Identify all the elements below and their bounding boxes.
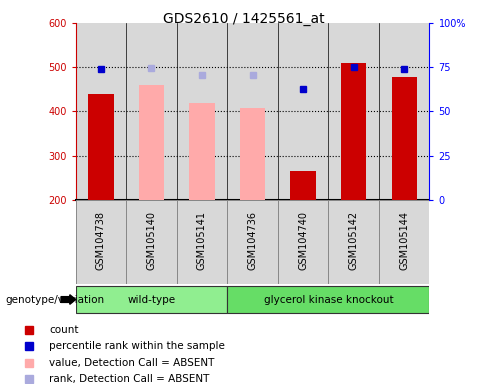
Text: GSM104736: GSM104736 xyxy=(247,211,258,270)
Text: GSM105142: GSM105142 xyxy=(348,211,359,270)
Bar xyxy=(278,23,328,200)
Text: GSM104738: GSM104738 xyxy=(96,211,106,270)
Bar xyxy=(379,23,429,200)
Bar xyxy=(177,200,227,284)
Bar xyxy=(341,63,366,200)
Bar xyxy=(88,94,114,200)
Bar xyxy=(278,200,328,284)
Text: GDS2610 / 1425561_at: GDS2610 / 1425561_at xyxy=(163,12,325,25)
Bar xyxy=(328,23,379,200)
Bar xyxy=(76,286,227,313)
Bar xyxy=(391,77,417,200)
Text: genotype/variation: genotype/variation xyxy=(5,295,104,305)
Bar xyxy=(126,200,177,284)
Bar xyxy=(290,171,316,200)
Bar xyxy=(177,23,227,200)
Bar xyxy=(76,23,126,200)
Bar xyxy=(227,286,429,313)
Text: percentile rank within the sample: percentile rank within the sample xyxy=(49,341,225,351)
Bar xyxy=(227,200,278,284)
Text: rank, Detection Call = ABSENT: rank, Detection Call = ABSENT xyxy=(49,374,209,384)
Bar xyxy=(240,108,265,200)
Text: GSM104740: GSM104740 xyxy=(298,211,308,270)
Text: glycerol kinase knockout: glycerol kinase knockout xyxy=(264,295,393,305)
Text: GSM105140: GSM105140 xyxy=(146,211,157,270)
Text: GSM105141: GSM105141 xyxy=(197,211,207,270)
Bar xyxy=(328,200,379,284)
Text: wild-type: wild-type xyxy=(127,295,176,305)
Bar xyxy=(139,85,164,200)
Bar xyxy=(126,23,177,200)
Text: value, Detection Call = ABSENT: value, Detection Call = ABSENT xyxy=(49,358,214,368)
Bar xyxy=(227,23,278,200)
Bar xyxy=(76,200,126,284)
Bar xyxy=(189,103,215,200)
Text: GSM105144: GSM105144 xyxy=(399,211,409,270)
Text: count: count xyxy=(49,325,79,335)
Bar xyxy=(379,200,429,284)
